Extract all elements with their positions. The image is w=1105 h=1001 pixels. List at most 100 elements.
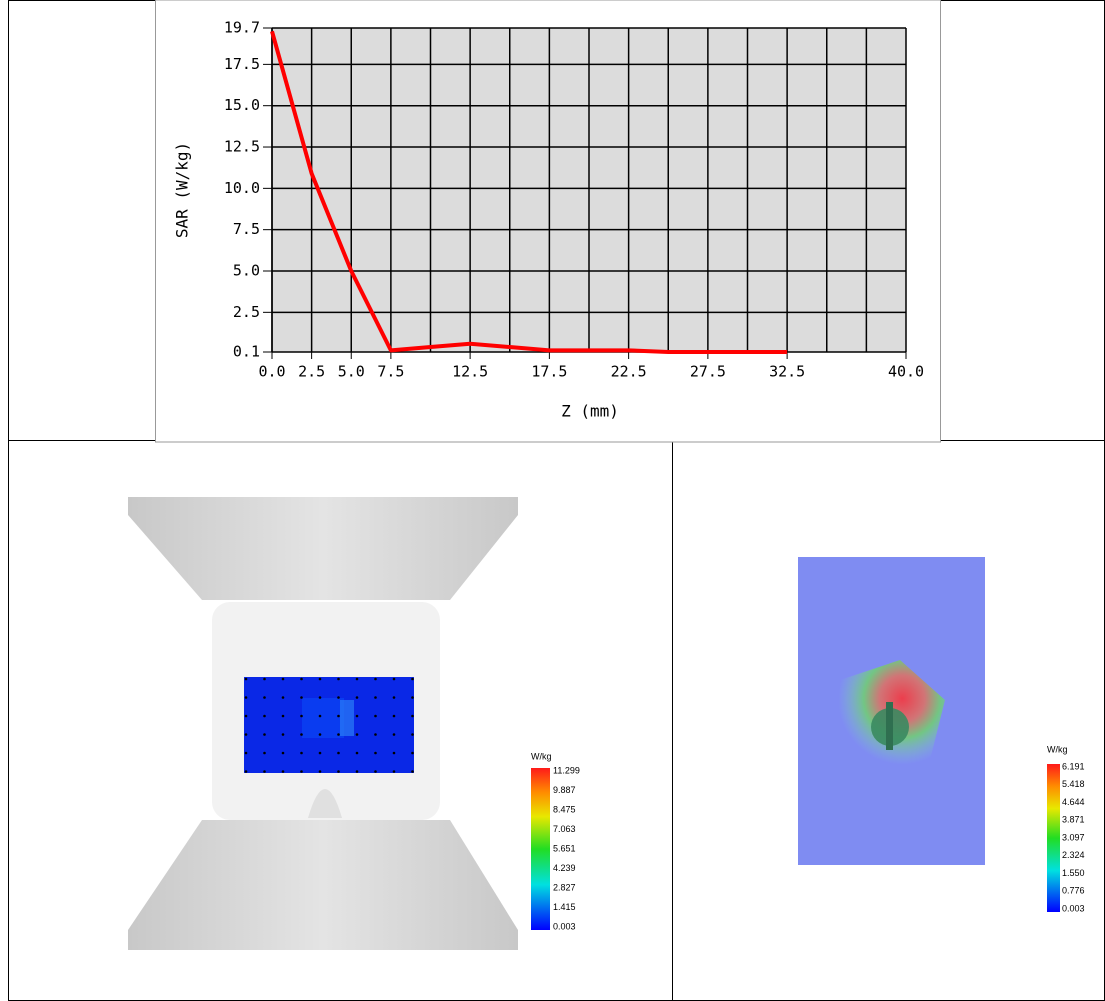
grid-dot (411, 733, 414, 736)
grid-dot (337, 677, 340, 681)
colorbar-label: 0.003 (1062, 903, 1085, 913)
colorbar-label: 4.644 (1062, 797, 1085, 807)
grid-dot (374, 733, 377, 736)
x-tick-label: 27.5 (690, 363, 726, 381)
colorbar-label: 5.418 (1062, 779, 1085, 789)
phantom-image (128, 497, 550, 950)
data-line (270, 30, 788, 354)
y-tick-label: 12.5 (224, 138, 260, 156)
grid-dot (392, 770, 396, 773)
colorbar-label: 7.063 (553, 824, 576, 834)
x-tick-label: 7.5 (377, 363, 404, 381)
grid-dot (337, 696, 340, 699)
y-tick-label: 2.5 (233, 303, 260, 321)
grid-dot (355, 733, 359, 736)
colorbar-label: 0.003 (553, 921, 576, 931)
x-axis-label: Z (mm) (561, 402, 619, 421)
grid-dot (244, 751, 248, 755)
grid-dot (263, 733, 266, 736)
x-tick-label: 0.0 (258, 363, 285, 381)
y-tick-label: 7.5 (233, 220, 260, 238)
grid-dot (318, 714, 322, 718)
grid-dot (411, 714, 414, 718)
grid-dot (281, 733, 285, 736)
grid-dot (411, 696, 414, 699)
x-tick-label: 17.5 (531, 363, 567, 381)
colorbar-label: 6.191 (1062, 761, 1085, 771)
y-tick-label: 5.0 (233, 262, 260, 280)
grid-dot (263, 751, 266, 755)
grid-dot (337, 770, 340, 773)
grid-dot (281, 770, 285, 773)
grid-dot (318, 733, 322, 736)
grid-dot (411, 770, 414, 773)
grid-dot (411, 677, 414, 681)
grid-dot (300, 751, 303, 755)
grid-dot (355, 751, 359, 755)
grid-dot (355, 714, 359, 718)
grid-dot (263, 696, 266, 699)
grid-dot (318, 677, 322, 681)
grid-dot (355, 696, 359, 699)
grid-dot (244, 733, 248, 736)
y-tick-label: 19.7 (224, 19, 260, 37)
grid-dot (244, 770, 248, 773)
colorbar-label: 9.887 (553, 785, 576, 795)
colorbar-unit: W/kg (531, 751, 552, 761)
colorbar-unit: W/kg (1047, 744, 1068, 754)
x-tick-label: 22.5 (611, 363, 647, 381)
x-tick-label: 2.5 (298, 363, 325, 381)
grid-dot (392, 696, 396, 699)
grid-dot (244, 677, 248, 681)
grid-dot (374, 696, 377, 699)
y-tick-label: 10.0 (224, 179, 260, 197)
grid-dot (281, 677, 285, 681)
sar-map-image (798, 557, 1060, 912)
colorbar-label: 5.651 (553, 843, 576, 853)
y-tick-label: 15.0 (224, 96, 260, 114)
grid-dot (318, 751, 322, 755)
grid-dot (281, 714, 285, 718)
grid-dot (374, 751, 377, 755)
grid-dot (263, 677, 266, 681)
grid-dot (374, 677, 377, 681)
colorbar-label: 1.550 (1062, 868, 1085, 878)
y-tick-label: 17.5 (224, 55, 260, 73)
grid-dot (300, 733, 303, 736)
colorbar-label: 2.827 (553, 882, 576, 892)
colorbar-label: 3.097 (1062, 832, 1085, 842)
grid-dot (300, 677, 303, 681)
colorbar-label: 3.871 (1062, 815, 1085, 825)
grid-dot (392, 733, 396, 736)
colorbar-label: 0.776 (1062, 886, 1085, 896)
grid-dot (337, 733, 340, 736)
colorbar-label: 2.324 (1062, 850, 1085, 860)
grid-dot (300, 770, 303, 773)
grid-dot (300, 696, 303, 699)
grid-dot (318, 696, 322, 699)
grid-dot (374, 770, 377, 773)
x-tick-label: 5.0 (338, 363, 365, 381)
grid-dot (244, 714, 248, 718)
colorbar-label: 4.239 (553, 863, 576, 873)
colorbar-label: 8.475 (553, 804, 576, 814)
colorbar-label: 1.415 (553, 902, 576, 912)
grid-dot (411, 751, 414, 755)
x-tick-label: 12.5 (452, 363, 488, 381)
grid-dot (392, 677, 396, 681)
grid-dot (337, 751, 340, 755)
grid-dot (263, 770, 266, 773)
grid-dot (300, 714, 303, 718)
grid-dot (337, 714, 340, 718)
y-axis-label: SAR (W/kg) (173, 142, 192, 238)
x-tick-label: 32.5 (769, 363, 805, 381)
grid-dot (318, 770, 322, 773)
chart: 0.1 2.5 5.0 7.5 10.0 12.5 15.0 17.5 19.7 0.0 2.5 5.… (224, 19, 924, 381)
grid-dot (355, 677, 359, 681)
grid-dot (244, 696, 248, 699)
grid-dot (392, 751, 396, 755)
grid-dot (281, 751, 285, 755)
grid-dot (392, 714, 396, 718)
x-tick-label: 40.0 (888, 363, 924, 381)
